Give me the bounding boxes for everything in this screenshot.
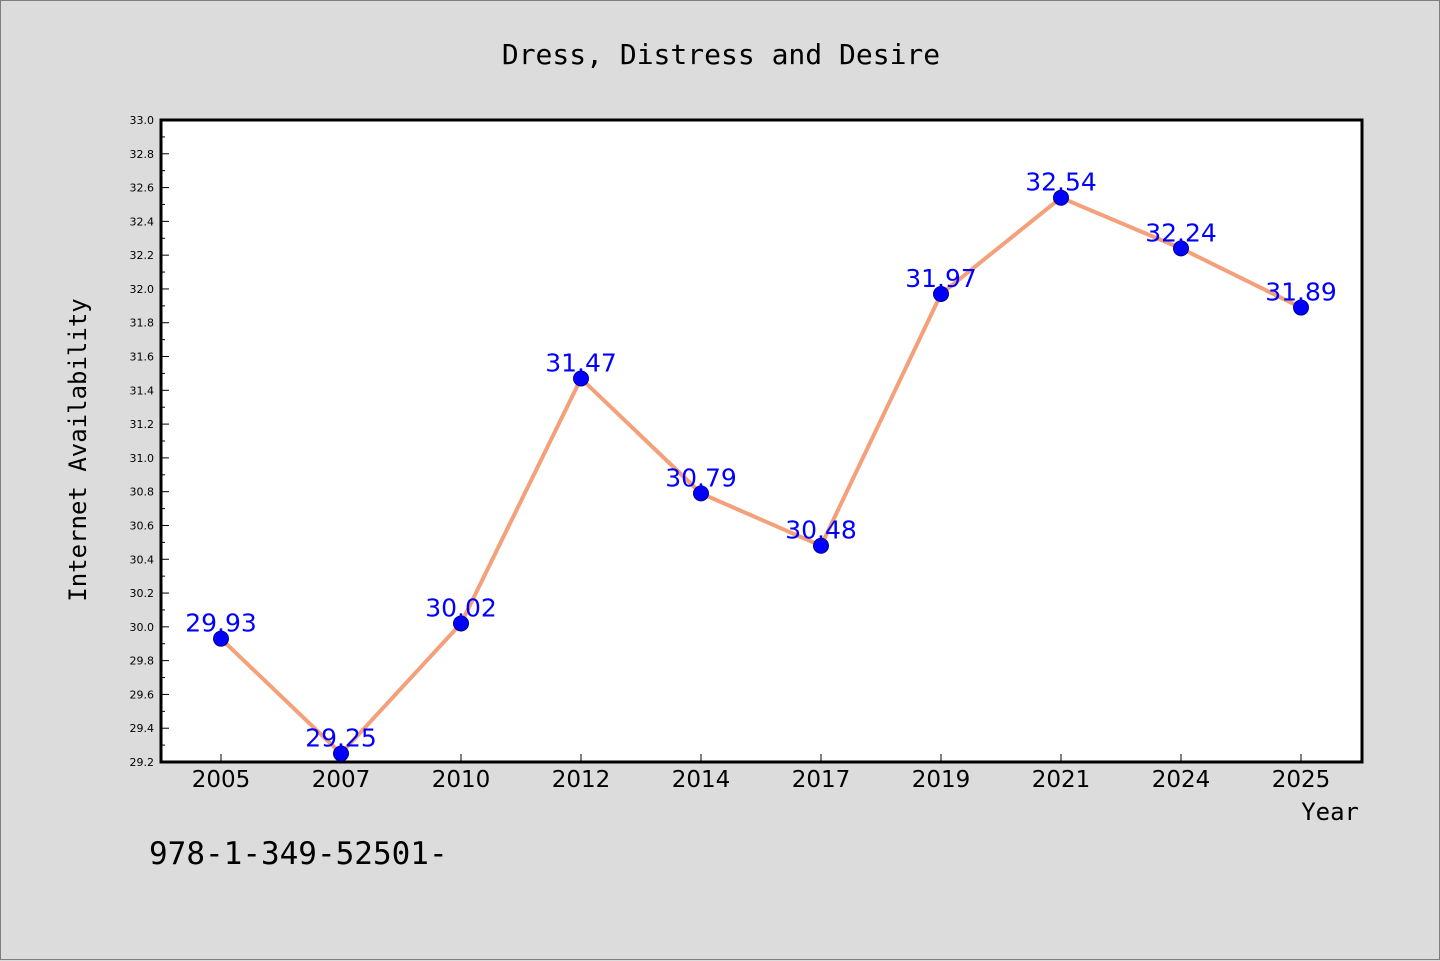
data-label: 30.02 <box>425 593 497 622</box>
y-tick-label: 30.8 <box>130 486 155 499</box>
x-axis: 2005 2007 2010 2012 2014 2017 2019 2021 2024 2025 <box>192 754 1331 793</box>
data-point-marker <box>333 745 349 762</box>
x-tick-label: 2021 <box>1032 767 1091 793</box>
plot-area <box>159 118 1364 764</box>
x-tick-label: 2005 <box>192 767 251 793</box>
data-label: 32.54 <box>1025 168 1097 197</box>
y-tick-label: 30.6 <box>130 519 155 532</box>
chart-title: Dress, Distress and Desire <box>502 38 940 71</box>
y-tick-label: 30.4 <box>130 553 155 566</box>
x-tick-label: 2012 <box>552 767 611 793</box>
x-tick-label: 2014 <box>672 767 731 793</box>
y-tick-label: 29.2 <box>130 756 155 769</box>
data-label: 32.24 <box>1145 218 1217 247</box>
x-tick-label: 2007 <box>312 767 371 793</box>
data-point-marker <box>573 370 589 387</box>
data-label: 31.47 <box>545 348 617 377</box>
y-tick-label: 29.8 <box>130 655 155 668</box>
x-tick-label: 2019 <box>912 767 971 793</box>
y-tick-label: 33.0 <box>130 114 155 127</box>
y-tick-label: 32.4 <box>130 215 155 228</box>
y-axis-label: Internet Availability <box>64 298 92 601</box>
y-tick-label: 30.2 <box>130 587 155 600</box>
y-tick-label: 31.6 <box>130 351 155 364</box>
y-tick-label: 31.4 <box>130 384 155 397</box>
data-point-marker <box>693 485 709 502</box>
data-label: 31.97 <box>905 264 977 293</box>
x-tick-label: 2010 <box>432 767 491 793</box>
data-point-marker <box>933 286 949 303</box>
y-tick-label: 31.0 <box>130 452 155 465</box>
y-axis: 29.2 29.4 29.6 29.8 30.0 30.2 30.4 30.6 30.8 31.0… <box>130 114 169 769</box>
data-point-marker <box>213 630 229 647</box>
data-label: 29.93 <box>185 609 257 638</box>
x-tick-label: 2017 <box>792 767 851 793</box>
y-tick-label: 29.4 <box>130 722 155 735</box>
data-label: 29.25 <box>305 724 377 753</box>
data-point-marker <box>453 615 469 632</box>
isbn-text: 978-1-349-52501- <box>149 836 448 872</box>
y-tick-label: 31.2 <box>130 418 155 431</box>
y-tick-label: 29.6 <box>130 688 155 701</box>
y-tick-label: 32.8 <box>130 148 155 161</box>
data-point-marker <box>813 537 829 554</box>
data-label: 30.79 <box>665 463 737 492</box>
x-tick-label: 2025 <box>1272 767 1331 793</box>
x-axis-label: Year <box>1301 798 1359 826</box>
y-tick-label: 31.8 <box>130 317 155 330</box>
y-tick-label: 32.0 <box>130 283 155 296</box>
data-point-marker <box>1173 240 1189 257</box>
series-line-group: 29.93 29.25 30.02 31.47 30.79 30.48 31.97 32.54… <box>185 168 1337 762</box>
y-tick-label: 32.2 <box>130 249 155 262</box>
y-tick-label: 30.0 <box>130 621 155 634</box>
data-label: 30.48 <box>785 516 857 545</box>
data-point-marker <box>1053 189 1069 206</box>
x-tick-label: 2024 <box>1152 767 1211 793</box>
data-point-marker <box>1293 299 1309 316</box>
y-tick-label: 32.6 <box>130 182 155 195</box>
series-line <box>219 195 1303 756</box>
data-label: 31.89 <box>1265 278 1337 307</box>
